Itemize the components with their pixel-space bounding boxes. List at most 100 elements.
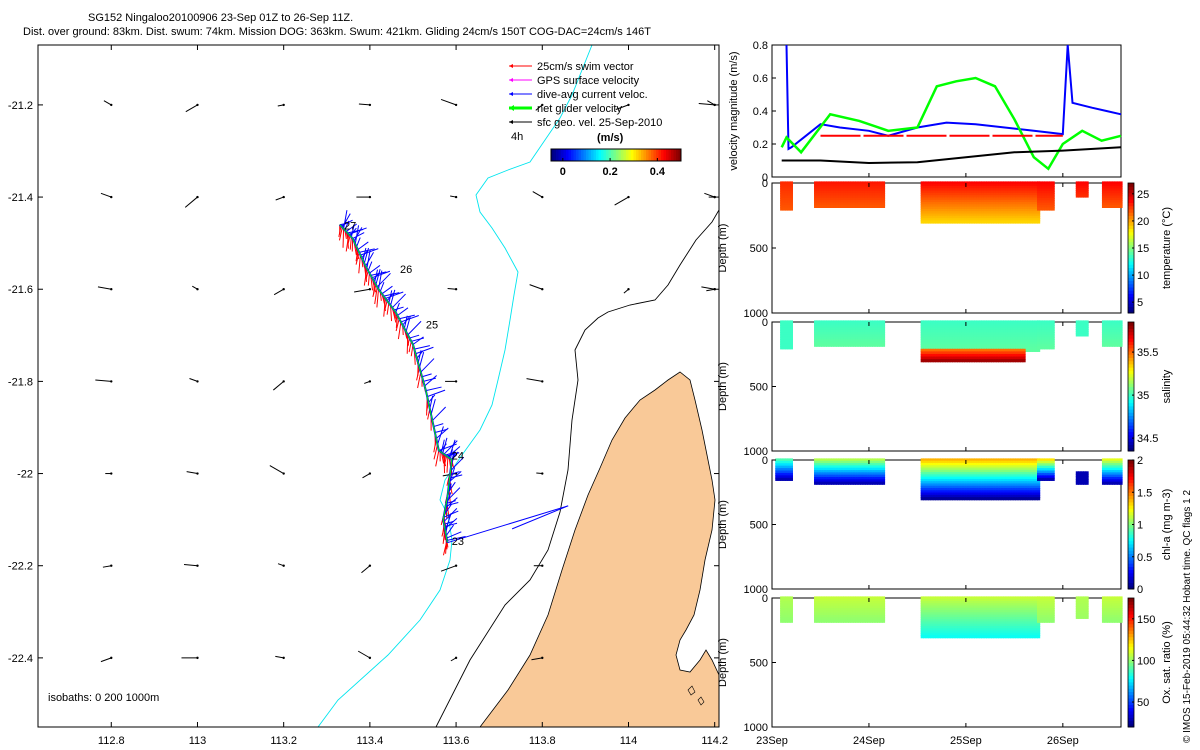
section-point: [944, 334, 949, 338]
section-point: [969, 334, 973, 338]
section-point: [932, 460, 936, 464]
section-point: [1007, 359, 1012, 363]
section-point: [1012, 199, 1016, 203]
section-point: [944, 346, 949, 350]
section-point: [993, 487, 997, 492]
section-point: [1027, 348, 1031, 352]
section-point: [1080, 476, 1084, 480]
section-point: [1046, 477, 1050, 481]
section-point: [1015, 322, 1019, 326]
section-point: [843, 188, 847, 192]
section-point: [1015, 329, 1019, 334]
section-point: [782, 458, 786, 462]
section-point: [874, 181, 878, 185]
section-point: [1116, 183, 1121, 187]
section-point: [784, 477, 789, 481]
section-point: [826, 188, 830, 192]
section-point: [1000, 339, 1004, 343]
section-point: [971, 202, 975, 206]
section-point: [993, 322, 997, 326]
section-point: [1007, 183, 1012, 187]
section-point: [789, 346, 793, 350]
section-point: [814, 336, 818, 340]
section-point: [1051, 465, 1055, 469]
section-point: [845, 460, 849, 464]
section-point: [949, 465, 953, 469]
section-point: [1109, 186, 1113, 190]
section-point: [1000, 481, 1004, 485]
section-point: [993, 465, 997, 469]
section-point: [959, 462, 963, 467]
swim-vector: [372, 284, 377, 298]
section-colorbar-label: temperature (°C): [1161, 207, 1173, 289]
section-point: [1020, 497, 1024, 501]
section-point: [1010, 344, 1014, 348]
section-point: [835, 320, 840, 324]
section-point: [850, 334, 854, 338]
section-point: [998, 329, 1002, 334]
section-point: [1083, 481, 1087, 485]
section-point: [1027, 474, 1031, 478]
section-point: [954, 490, 958, 494]
section-point: [944, 320, 949, 324]
section-point: [864, 322, 869, 326]
section-point: [872, 320, 876, 324]
section-point: [925, 344, 929, 348]
section-point: [947, 462, 951, 467]
section-point: [881, 479, 886, 483]
section-point: [830, 183, 835, 187]
section-point: [1020, 339, 1024, 343]
section-point: [930, 195, 934, 199]
section-point: [1010, 483, 1014, 487]
section-point: [944, 199, 949, 203]
section-point: [1109, 460, 1113, 464]
geo-velocity-arrow: [100, 657, 112, 663]
section-point: [775, 472, 779, 477]
section-point: [1000, 353, 1004, 358]
section-point: [981, 344, 985, 348]
section-point: [1119, 181, 1123, 185]
section-colorbar-tick-label: 35: [1137, 390, 1149, 402]
section-point: [1007, 322, 1012, 326]
section-point: [961, 204, 966, 208]
section-point: [1046, 460, 1050, 465]
section-point: [872, 458, 876, 462]
section-point: [1000, 351, 1004, 355]
section-point: [1041, 327, 1046, 331]
colorbar-swatch: [656, 149, 659, 161]
section-point: [932, 467, 936, 471]
section-point: [1114, 481, 1118, 485]
section-point: [944, 348, 949, 352]
section-point: [1003, 481, 1007, 485]
section-point: [976, 348, 980, 352]
section-point: [1034, 215, 1038, 220]
section-point: [1005, 204, 1009, 208]
section-point: [862, 472, 866, 476]
section-point: [1029, 341, 1033, 345]
section-point: [845, 470, 849, 474]
section-point: [978, 332, 983, 336]
section-point: [821, 320, 825, 324]
section-point: [1051, 183, 1055, 187]
velocity-ytick-label: 0.4: [753, 106, 768, 118]
section-point: [789, 322, 793, 326]
section-point: [784, 475, 789, 479]
section-point: [998, 351, 1002, 355]
section-point: [957, 353, 961, 358]
section-point: [821, 479, 825, 483]
section-point: [816, 320, 820, 324]
section-point: [937, 344, 941, 348]
section-point: [927, 211, 932, 215]
section-point: [937, 465, 941, 469]
section-point: [852, 204, 857, 208]
section-point: [1106, 181, 1111, 185]
section-point: [1024, 204, 1029, 208]
section-point: [879, 458, 883, 462]
current-vector: [418, 352, 425, 368]
section-point: [1034, 208, 1038, 213]
velocity-ytick-label: 0.2: [753, 139, 768, 151]
section-point: [840, 336, 844, 340]
section-point: [1003, 490, 1007, 494]
section-point: [961, 476, 966, 480]
map-frame: [37, 44, 720, 728]
